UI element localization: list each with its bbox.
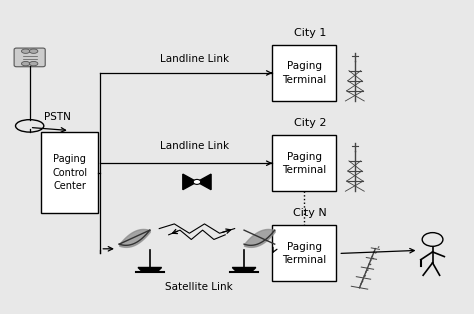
Text: City N: City N [293, 208, 327, 218]
Ellipse shape [21, 49, 30, 53]
Ellipse shape [21, 62, 30, 66]
Circle shape [193, 179, 201, 184]
Text: City 2: City 2 [294, 118, 326, 128]
FancyBboxPatch shape [14, 48, 45, 67]
Text: Paging
Control
Center: Paging Control Center [52, 154, 87, 191]
FancyBboxPatch shape [273, 225, 336, 281]
Text: PSTN: PSTN [44, 111, 71, 122]
Ellipse shape [29, 49, 38, 53]
Ellipse shape [16, 120, 44, 132]
Polygon shape [232, 268, 256, 272]
Circle shape [422, 233, 443, 246]
FancyBboxPatch shape [273, 45, 336, 101]
FancyBboxPatch shape [41, 132, 98, 213]
Text: Landline Link: Landline Link [160, 54, 229, 64]
Text: Landline Link: Landline Link [160, 141, 229, 151]
Polygon shape [183, 174, 197, 190]
Ellipse shape [29, 62, 38, 66]
Text: Paging
Terminal: Paging Terminal [282, 152, 326, 175]
Polygon shape [138, 268, 162, 272]
Text: Satellite Link: Satellite Link [165, 282, 233, 292]
Text: Paging
Terminal: Paging Terminal [282, 61, 326, 84]
FancyBboxPatch shape [273, 135, 336, 191]
Polygon shape [197, 174, 211, 190]
Text: City 1: City 1 [294, 28, 326, 37]
Text: Paging
Terminal: Paging Terminal [282, 242, 326, 265]
